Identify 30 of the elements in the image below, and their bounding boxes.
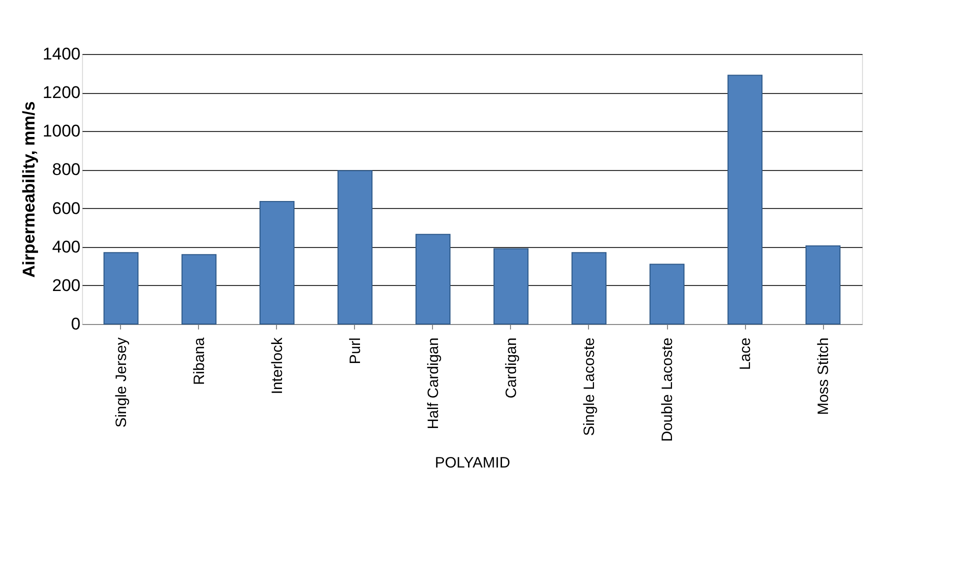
x-tick-label: Cardigan bbox=[503, 338, 520, 398]
bar bbox=[182, 254, 216, 324]
bar bbox=[260, 201, 294, 324]
x-axis-title: POLYAMID bbox=[434, 454, 510, 472]
bar bbox=[416, 234, 450, 324]
x-tick-label: Purl bbox=[347, 338, 364, 364]
x-tick-label: Lace bbox=[737, 338, 754, 370]
y-tick-label: 1400 bbox=[42, 44, 80, 64]
y-tick-label: 0 bbox=[71, 314, 80, 334]
x-tick-label: Ribana bbox=[191, 336, 208, 386]
y-axis-title: Airpermeability, mm/s bbox=[20, 101, 39, 278]
bar bbox=[650, 264, 684, 324]
bar bbox=[572, 252, 606, 324]
y-tick-label: 600 bbox=[52, 198, 80, 218]
y-tick-label: 200 bbox=[52, 276, 80, 295]
bar bbox=[806, 245, 840, 324]
bar bbox=[494, 248, 528, 324]
bar bbox=[338, 170, 372, 324]
bar bbox=[104, 252, 138, 324]
x-tick-label: Single Jersey bbox=[113, 337, 130, 428]
y-tick-label: 400 bbox=[52, 237, 80, 256]
x-tick-label: Half Cardigan bbox=[425, 338, 442, 430]
y-tick-label: 1200 bbox=[42, 83, 80, 102]
x-tick-label: Double Lacoste bbox=[659, 338, 676, 442]
y-tick-label: 1000 bbox=[42, 122, 80, 141]
x-tick-label: Moss Stitch bbox=[815, 338, 832, 416]
x-tick-label: Interlock bbox=[269, 337, 286, 394]
y-tick-label: 800 bbox=[52, 160, 80, 180]
x-tick-label: Single Lacoste bbox=[581, 338, 598, 436]
bar bbox=[728, 74, 762, 324]
